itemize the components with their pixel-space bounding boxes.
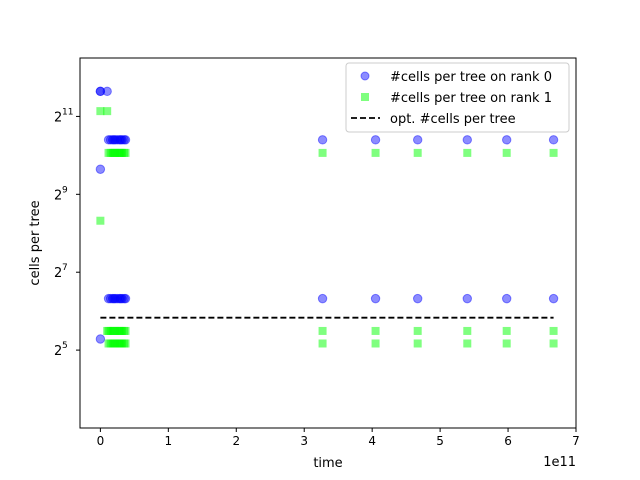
rank0-point: [116, 293, 126, 304]
rank0-point: [119, 293, 129, 304]
rank0-point: [105, 135, 116, 145]
rank0-point: [107, 293, 118, 304]
rank1-point: [371, 339, 380, 348]
rank1-point: [103, 107, 112, 116]
rank0-point: [462, 135, 472, 145]
legend-label-rank0: #cells per tree on rank 0: [390, 70, 552, 85]
rank0-point: [114, 135, 125, 145]
y-tick-exponent: 5: [62, 341, 68, 351]
rank1-point: [463, 326, 472, 335]
rank1-point: [502, 339, 511, 348]
x-tick-label: 1: [165, 434, 173, 448]
y-tick-label: 2: [54, 266, 62, 281]
rank0-point: [109, 135, 119, 145]
rank1-point: [318, 148, 327, 157]
rank0-point: [110, 135, 121, 145]
rank1-point: [463, 148, 472, 157]
x-tick-label: 0: [97, 434, 105, 448]
rank1-point: [463, 339, 472, 348]
rank0-point: [120, 135, 131, 145]
rank0-point: [548, 293, 559, 304]
x-tick-label: 5: [436, 434, 444, 448]
rank0-point: [95, 86, 106, 97]
rank0-point: [102, 86, 112, 97]
rank0-point: [548, 135, 559, 145]
x-tick-label: 4: [368, 434, 376, 448]
rank1-point: [371, 148, 380, 157]
legend-label-opt: opt. #cells per tree: [390, 112, 516, 127]
rank0-point: [95, 86, 106, 97]
axes: 0 1 2 3 4 5 6 72 52 72 92 11: [54, 57, 580, 448]
legend-marker-rank0: [360, 71, 370, 81]
rank0-point: [317, 135, 328, 145]
rank0-point: [117, 293, 127, 304]
rank0-point: [95, 334, 106, 344]
x-tick-label: 6: [504, 434, 512, 448]
y-tick-exponent: 9: [62, 185, 68, 195]
rank1-point: [549, 148, 558, 157]
rank0-point: [119, 135, 129, 145]
rank0-point: [120, 293, 131, 304]
rank1-point: [121, 326, 130, 335]
rank1-point: [121, 148, 130, 157]
legend: #cells per tree on rank 0 #cells per tre…: [345, 62, 570, 133]
rank0-point: [116, 135, 126, 145]
rank0-point: [107, 135, 118, 145]
rank0-point: [370, 293, 381, 304]
rank0-point: [412, 135, 423, 145]
rank0-point: [317, 293, 328, 304]
rank1-point: [318, 326, 327, 335]
x-tick-label: 2: [232, 434, 240, 448]
x-tick-label: 3: [300, 434, 308, 448]
rank1-point: [502, 148, 511, 157]
y-tick-label: 2: [54, 110, 62, 125]
rank0-point: [501, 135, 512, 145]
rank0-point: [95, 164, 106, 174]
axes-frame: [79, 57, 577, 429]
rank0-point: [412, 293, 423, 304]
rank0-point: [103, 135, 114, 145]
x-offset-label: 1e11: [543, 455, 576, 470]
x-tick-label: 7: [572, 434, 580, 448]
plot-area: [95, 86, 559, 348]
rank0-point: [117, 135, 127, 145]
rank0-point: [112, 293, 123, 304]
rank1-point: [121, 339, 130, 348]
legend-marker-rank1: [361, 93, 369, 101]
rank0-point: [109, 293, 119, 304]
rank1-point: [371, 326, 380, 335]
rank1-point: [318, 339, 327, 348]
y-tick-label: 2: [54, 188, 62, 203]
y-tick-exponent: 11: [62, 107, 73, 117]
rank0-point: [114, 293, 125, 304]
y-axis-label: cells per tree: [28, 200, 43, 285]
rank0-point: [112, 135, 123, 145]
y-tick-label: 2: [54, 344, 62, 359]
rank1-point: [413, 326, 422, 335]
rank1-point: [96, 107, 105, 116]
y-tick-exponent: 7: [62, 263, 68, 273]
rank1-point: [549, 326, 558, 335]
rank0-point: [103, 293, 114, 304]
rank1-point: [502, 326, 511, 335]
rank1-point: [413, 148, 422, 157]
rank1-point: [549, 339, 558, 348]
rank1-point: [96, 216, 105, 225]
rank0-point: [501, 293, 512, 304]
rank1-point: [413, 339, 422, 348]
rank0-point: [110, 293, 121, 304]
rank0-point: [370, 135, 381, 145]
rank0-point: [462, 293, 472, 304]
legend-box: [345, 62, 570, 133]
legend-label-rank1: #cells per tree on rank 1: [390, 91, 552, 106]
x-axis-label: time: [313, 456, 342, 471]
rank0-point: [105, 293, 116, 304]
